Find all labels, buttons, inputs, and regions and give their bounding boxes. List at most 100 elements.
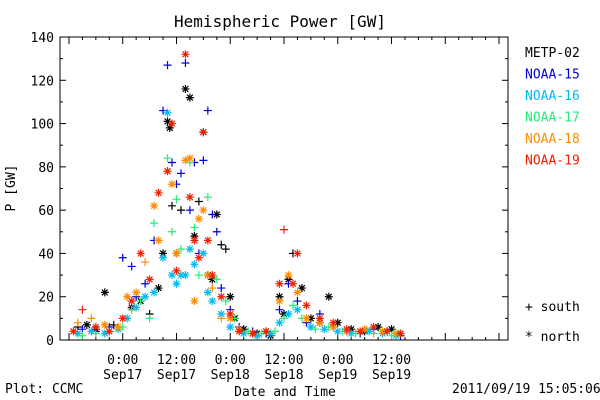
data-point (199, 249, 208, 258)
data-point (163, 154, 172, 163)
data-point (168, 271, 176, 280)
data-point (168, 201, 176, 210)
data-point (181, 156, 190, 165)
legend-entry: NOAA-15 (525, 68, 580, 83)
data-point (306, 314, 315, 323)
data-point (100, 288, 109, 297)
data-point (208, 271, 217, 280)
data-point (194, 271, 203, 280)
data-point (78, 331, 87, 340)
data-point (132, 303, 141, 312)
data-point (275, 279, 284, 288)
data-point (203, 288, 212, 297)
y-tick-label: 140 (31, 31, 54, 46)
data-point (194, 197, 203, 206)
data-point (185, 154, 194, 163)
data-point (141, 292, 150, 301)
data-point (306, 323, 315, 332)
data-point (396, 329, 405, 338)
x-tick-date-label: Sep18 (211, 368, 250, 383)
data-point (87, 314, 96, 323)
data-point (194, 214, 203, 223)
data-point (392, 329, 400, 338)
data-point (293, 305, 302, 314)
data-point (69, 327, 78, 336)
data-point (378, 327, 387, 336)
data-point (217, 240, 226, 249)
data-point (297, 284, 306, 293)
series-legend: METP-02 NOAA-15 NOAA-16 NOAA-17 NOAA-18 NOAA-… (525, 46, 580, 169)
marker-legend-entry: * north (525, 330, 580, 345)
data-points (69, 50, 405, 340)
data-point (275, 292, 284, 301)
data-point (181, 84, 190, 93)
data-point (199, 128, 208, 137)
data-point (190, 297, 199, 306)
x-tick-date-label: Sep17 (157, 368, 196, 383)
data-point (150, 219, 159, 228)
data-point (127, 305, 136, 314)
data-point (356, 327, 365, 336)
data-point (226, 323, 235, 332)
data-point (168, 158, 176, 167)
x-tick-date-label: Sep19 (318, 368, 357, 383)
y-tick-label: 0 (46, 334, 54, 349)
data-point (194, 253, 203, 262)
legend-entry: NOAA-17 (525, 111, 580, 126)
x-tick-time-label: 12:00 (264, 353, 303, 368)
data-point (239, 329, 248, 338)
series-noaa-16 (73, 108, 400, 340)
data-point (199, 156, 208, 165)
data-point (73, 318, 82, 327)
data-point (163, 61, 172, 70)
data-point (342, 325, 351, 334)
data-point (369, 323, 378, 332)
data-point (203, 271, 212, 280)
data-point (190, 223, 199, 232)
data-point (185, 193, 194, 202)
data-point (293, 297, 302, 306)
series-noaa-17 (78, 154, 396, 340)
y-tick-label: 100 (31, 118, 54, 133)
data-point (329, 318, 338, 327)
data-point (168, 227, 176, 236)
x-tick-date-label: Sep19 (372, 368, 411, 383)
data-point (190, 260, 199, 269)
data-point (347, 329, 356, 338)
data-point (221, 245, 230, 254)
data-point (176, 169, 185, 178)
data-point (275, 305, 284, 314)
data-point (141, 279, 150, 288)
data-point (288, 279, 297, 288)
data-point (172, 279, 181, 288)
data-point (172, 195, 181, 204)
data-point (82, 320, 91, 329)
y-tick-label: 20 (38, 291, 54, 306)
data-point (150, 201, 159, 210)
data-point (293, 249, 302, 258)
data-point (105, 327, 114, 336)
data-point (280, 310, 288, 319)
data-point (168, 119, 176, 128)
data-point (253, 331, 262, 340)
data-point (333, 327, 342, 336)
data-point (181, 271, 190, 280)
data-point (262, 327, 271, 336)
data-point (383, 327, 392, 336)
data-point (91, 323, 100, 332)
data-point (212, 210, 221, 219)
data-point (163, 117, 172, 126)
legend-entry: METP-02 (525, 46, 580, 61)
data-point (181, 58, 190, 67)
data-point (185, 245, 194, 254)
data-point (145, 275, 154, 284)
data-point (347, 325, 356, 334)
data-point (311, 325, 320, 334)
data-point (114, 323, 123, 332)
data-point (132, 288, 141, 297)
series-noaa-18 (73, 154, 400, 338)
data-point (217, 292, 226, 301)
data-point (141, 258, 150, 267)
x-tick-date-label: Sep17 (103, 368, 142, 383)
data-point (176, 271, 185, 280)
